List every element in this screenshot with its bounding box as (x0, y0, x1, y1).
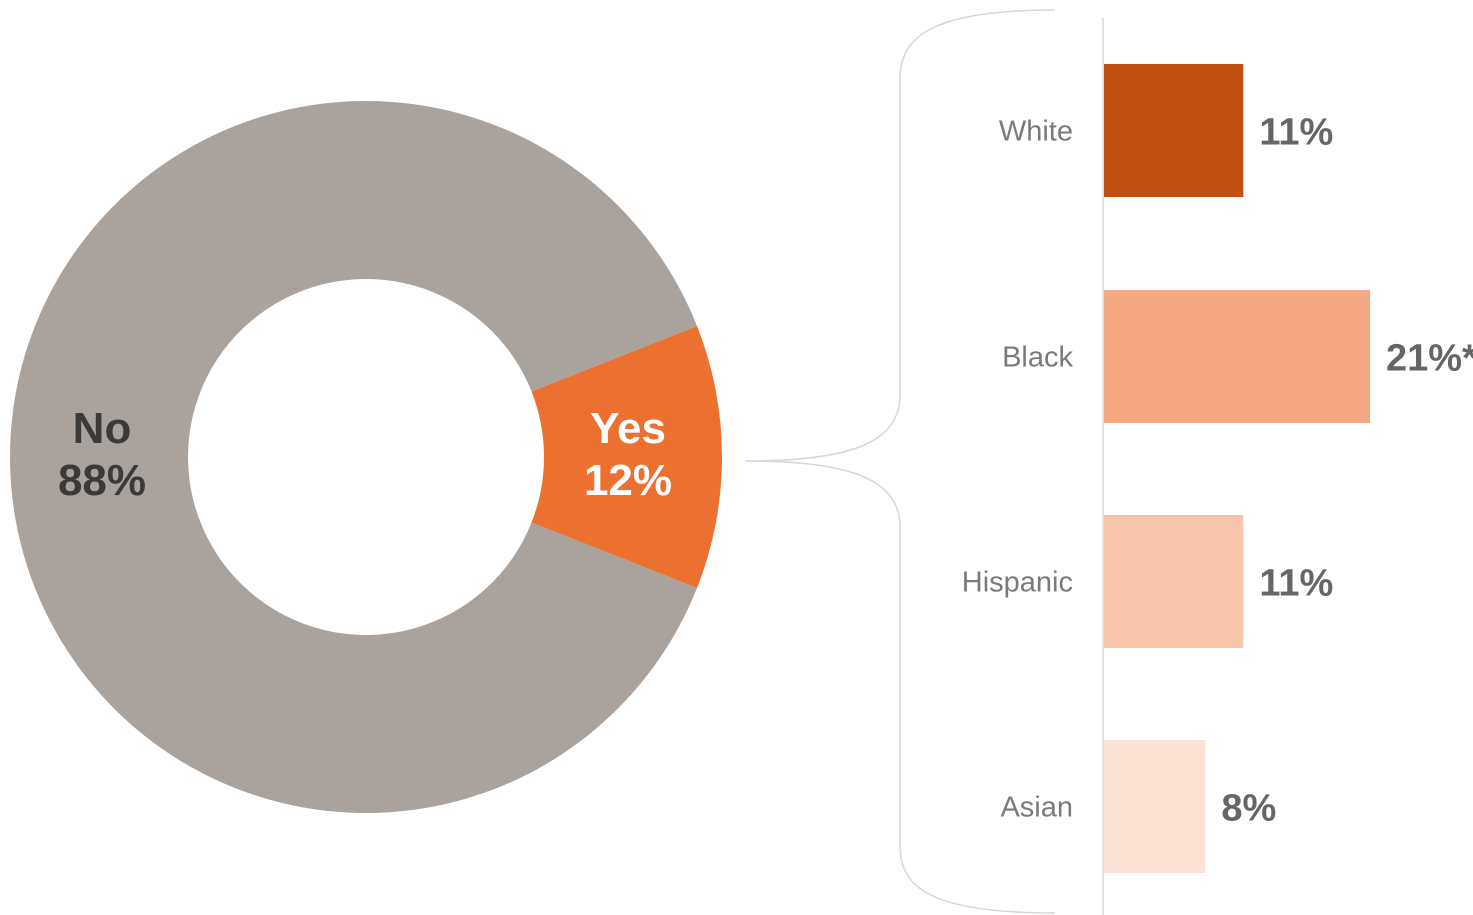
bar-value-asian: 8% (1221, 788, 1276, 830)
donut-slice-no (10, 100, 698, 813)
bracket-connector (744, 9, 1056, 914)
donut-label-no: No (73, 404, 132, 453)
bar-value-white: 11% (1259, 112, 1333, 154)
bar-black (1104, 290, 1370, 423)
bar-value-black: 21%* (1386, 338, 1473, 380)
bar-category-black: Black (1002, 342, 1073, 374)
bar-hispanic (1104, 515, 1244, 648)
donut-value-yes: 12% (584, 456, 672, 505)
donut-label-yes: Yes (590, 404, 666, 453)
bar-category-white: White (999, 116, 1073, 148)
donut-slice-yes (531, 325, 722, 589)
bar-category-hispanic: Hispanic (962, 567, 1073, 599)
bar-chart: White 11% Black 21%* Hispanic 11% Asian 8% (962, 64, 1473, 873)
bar-value-hispanic: 11% (1259, 563, 1333, 605)
donut-value-no: 88% (58, 456, 146, 505)
bar-category-asian: Asian (1000, 792, 1073, 824)
bar-white (1104, 64, 1244, 197)
bar-asian (1104, 740, 1206, 873)
